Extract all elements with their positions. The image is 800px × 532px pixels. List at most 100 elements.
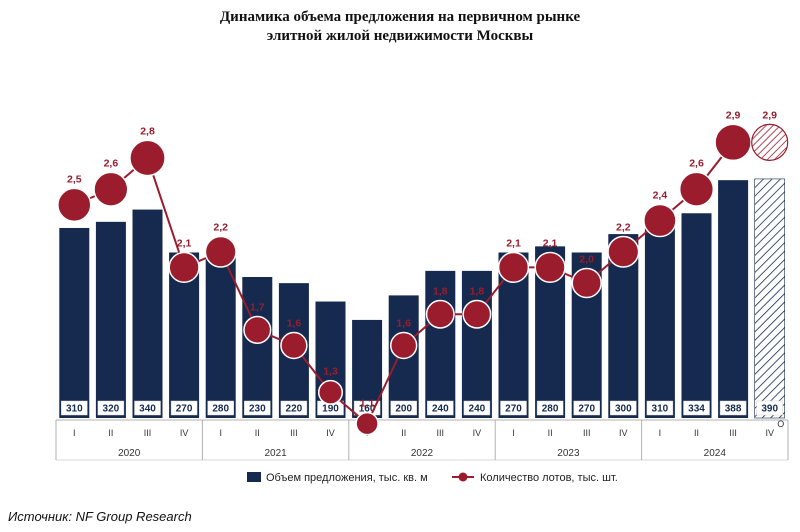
lots-point-16 [607,235,640,268]
lots-value-label-12: 1,8 [470,286,485,298]
lots-value-label-11: 1,8 [433,286,448,298]
bar-value-label-16: 300 [615,404,632,415]
legend: Объем предложения, тыс. кв. м Количество … [247,472,618,484]
bar-label-box-20 [756,400,783,416]
bar-value-label-4: 270 [176,404,193,415]
legend-line-label: Количество лотов, тыс. шт. [480,472,618,484]
bar-label-box-19 [719,400,747,416]
bar-value-label-20: 390 [761,404,778,415]
quarter-tick-label-14: II [548,428,553,438]
bar-value-label-9: 160 [359,404,376,415]
quarter-tick-label-19: III [729,428,737,438]
bar-label-box-7 [280,400,308,416]
quarter-tick-label-13: I [512,428,515,438]
lots-point-17 [643,203,677,238]
lots-value-label-4: 2,1 [177,237,192,249]
quarter-tick-label-17: I [659,428,662,438]
chart-title-line-2: элитной жилой недвижимости Москвы [266,28,534,44]
lots-point-15 [571,267,602,299]
bar-label-box-15 [573,400,600,416]
bar-19 [718,180,749,418]
lots-value-label-6: 1,7 [250,302,265,314]
lots-point-14 [534,251,566,284]
bar-value-label-3: 340 [139,404,156,415]
lots-point-4 [168,251,200,284]
quarter-tick-label-12: IV [473,428,482,438]
bar-value-label-2: 320 [103,404,120,415]
bar-label-box-5 [207,400,234,416]
bars-layer: 310 320 340 270 280 230 220 190 160 200 240 240 270 2… [59,178,786,419]
lots-point-12 [462,299,492,329]
lots-point-13 [497,251,530,284]
bar-label-box-18 [683,400,710,416]
year-label-2021: 2021 [264,448,287,459]
lots-line-layer: 2,5 2,6 2,8 2,1 2,2 1,7 1,6 1,3 1,1 1,6 1,8 1,8 2,1 2… [57,109,789,436]
lots-value-label-15: 2,0 [579,254,594,266]
source-note: Источник: NF Group Research [8,509,192,524]
quarter-tick-label-11: III [437,428,445,438]
bar-value-label-13: 270 [505,404,522,415]
bar-6 [242,277,273,418]
year-label-2023: 2023 [557,448,580,459]
chart-area: 310 320 340 270 280 230 220 190 160 200 240 240 270 2… [55,109,789,484]
quarter-tick-label-2: II [108,428,113,438]
bar-value-label-1: 310 [66,404,83,415]
x-axis: IIIIIIIVIIIIIIIVIIIIIIIVIIIIIIIVIIIIIIIV… [55,419,789,461]
bar-20 [754,178,786,419]
bar-value-label-8: 190 [322,404,339,415]
legend-bar-swatch [247,472,261,482]
bar-value-label-15: 270 [578,404,595,415]
lots-point-11 [425,299,455,329]
lots-value-label-7: 1,6 [287,318,302,330]
bar-17 [644,227,675,418]
bar-value-label-7: 220 [286,404,303,415]
chart-title: Динамика объема предложения на первичном… [0,8,800,46]
lots-point-19 [714,123,752,162]
quarter-tick-label-6: II [255,428,260,438]
quarter-tick-label-18: II [694,428,699,438]
forecast-note: О [777,419,784,429]
lots-value-label-9: 1,1 [360,398,375,410]
lots-point-20 [751,123,789,161]
lots-value-label-19: 2,9 [726,109,741,121]
bar-value-label-12: 240 [469,404,486,415]
bar-label-box-1 [61,400,88,416]
quarter-tick-label-20: IV [765,428,774,438]
bar-value-label-17: 310 [652,404,669,415]
bar-11 [425,270,456,418]
bar-1 [59,227,90,418]
lots-value-label-16: 2,2 [616,221,631,233]
quarter-tick-label-7: III [290,428,298,438]
lots-value-label-10: 1,6 [396,318,411,330]
lots-point-2 [93,171,129,207]
bar-label-box-14 [536,400,564,416]
lots-point-5 [204,235,237,268]
bar-label-box-16 [610,400,637,416]
lots-point-10 [390,331,418,360]
quarter-tick-label-8: IV [326,428,335,438]
bar-label-box-13 [500,400,527,416]
bar-label-box-17 [646,400,674,416]
lots-value-label-3: 2,8 [140,125,155,137]
lots-point-18 [678,171,715,207]
bar-value-label-11: 240 [432,404,449,415]
chart-title-line-1: Динамика объема предложения на первичном… [219,9,581,25]
lots-point-6 [243,315,272,344]
lots-point-1 [57,187,92,223]
lots-value-label-14: 2,1 [543,237,558,249]
bar-18 [681,213,712,418]
bar-value-label-18: 334 [688,404,705,415]
bar-value-label-14: 280 [542,404,559,415]
quarter-tick-label-15: III [583,428,591,438]
bar-value-label-5: 280 [212,404,229,415]
lots-value-label-18: 2,6 [689,157,704,169]
lots-point-8 [317,379,344,405]
lots-point-9 [355,411,379,436]
bar-value-label-19: 388 [725,404,742,415]
year-label-2020: 2020 [118,448,141,459]
quarter-tick-label-10: II [401,428,406,438]
bar-label-box-10 [390,400,417,416]
bar-label-box-11 [427,400,454,416]
lots-value-label-8: 1,3 [323,366,338,378]
quarter-tick-label-4: IV [180,428,189,438]
